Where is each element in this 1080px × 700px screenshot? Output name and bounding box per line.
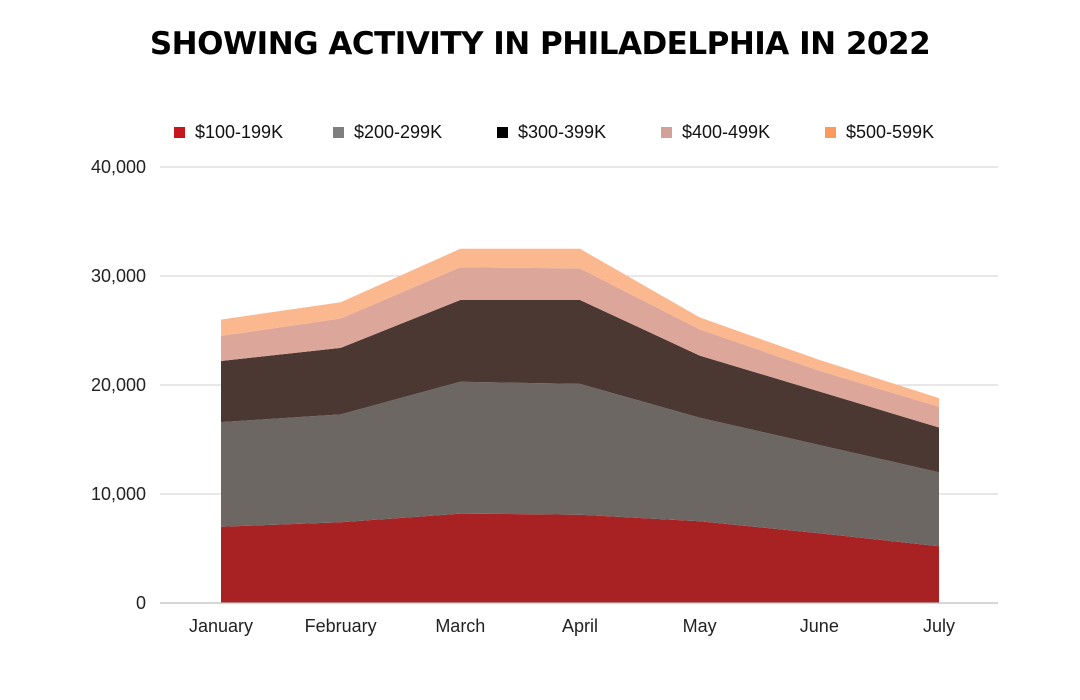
y-tick-label: 0 (136, 593, 146, 613)
legend-label: $500-599K (846, 121, 935, 142)
x-tick-label: April (562, 616, 598, 636)
x-tick-label: July (923, 616, 955, 636)
x-tick-label: January (189, 616, 253, 636)
area-series-200-299k (221, 381, 939, 547)
y-tick-label: 40,000 (91, 157, 146, 177)
area-series-500-599k (221, 248, 939, 407)
chart-title: SHOWING ACTIVITY IN PHILADELPHIA IN 2022 (149, 26, 931, 62)
x-tick-label: February (305, 616, 377, 636)
x-axis-tick-labels: January February March April May June July (189, 616, 955, 636)
area-series-100-199k (221, 513, 939, 603)
legend-swatch (174, 126, 185, 138)
legend-item-400-499k: $400-499K (661, 119, 770, 145)
legend-item-200-299k: $200-299K (333, 119, 442, 145)
legend-swatch (333, 126, 344, 138)
y-tick-label: 10,000 (91, 484, 146, 504)
legend-label: $400-499K (682, 121, 771, 142)
legend-swatch (825, 126, 836, 138)
legend-item-500-599k: $500-599K (825, 119, 934, 145)
legend-item-300-399k: $300-399K (497, 119, 606, 145)
y-axis-tick-labels: 0 10,000 20,000 30,000 40,000 (91, 157, 146, 613)
x-tick-label: March (435, 616, 485, 636)
legend-swatch (497, 126, 508, 138)
area-series-300-399k (221, 300, 939, 473)
chart-legend: $100-199K $200-299K $300-399K $400-499K … (0, 119, 1080, 145)
y-tick-label: 30,000 (91, 266, 146, 286)
area-series-group (221, 248, 939, 603)
legend-swatch (661, 126, 672, 138)
legend-label: $300-399K (518, 121, 607, 142)
legend-label: $100-199K (195, 121, 284, 142)
legend-item-100-199k: $100-199K (174, 119, 283, 145)
x-tick-label: May (683, 616, 717, 636)
y-tick-label: 20,000 (91, 375, 146, 395)
legend-label: $200-299K (354, 121, 443, 142)
x-tick-label: June (800, 616, 839, 636)
area-series-400-499k (221, 267, 939, 428)
